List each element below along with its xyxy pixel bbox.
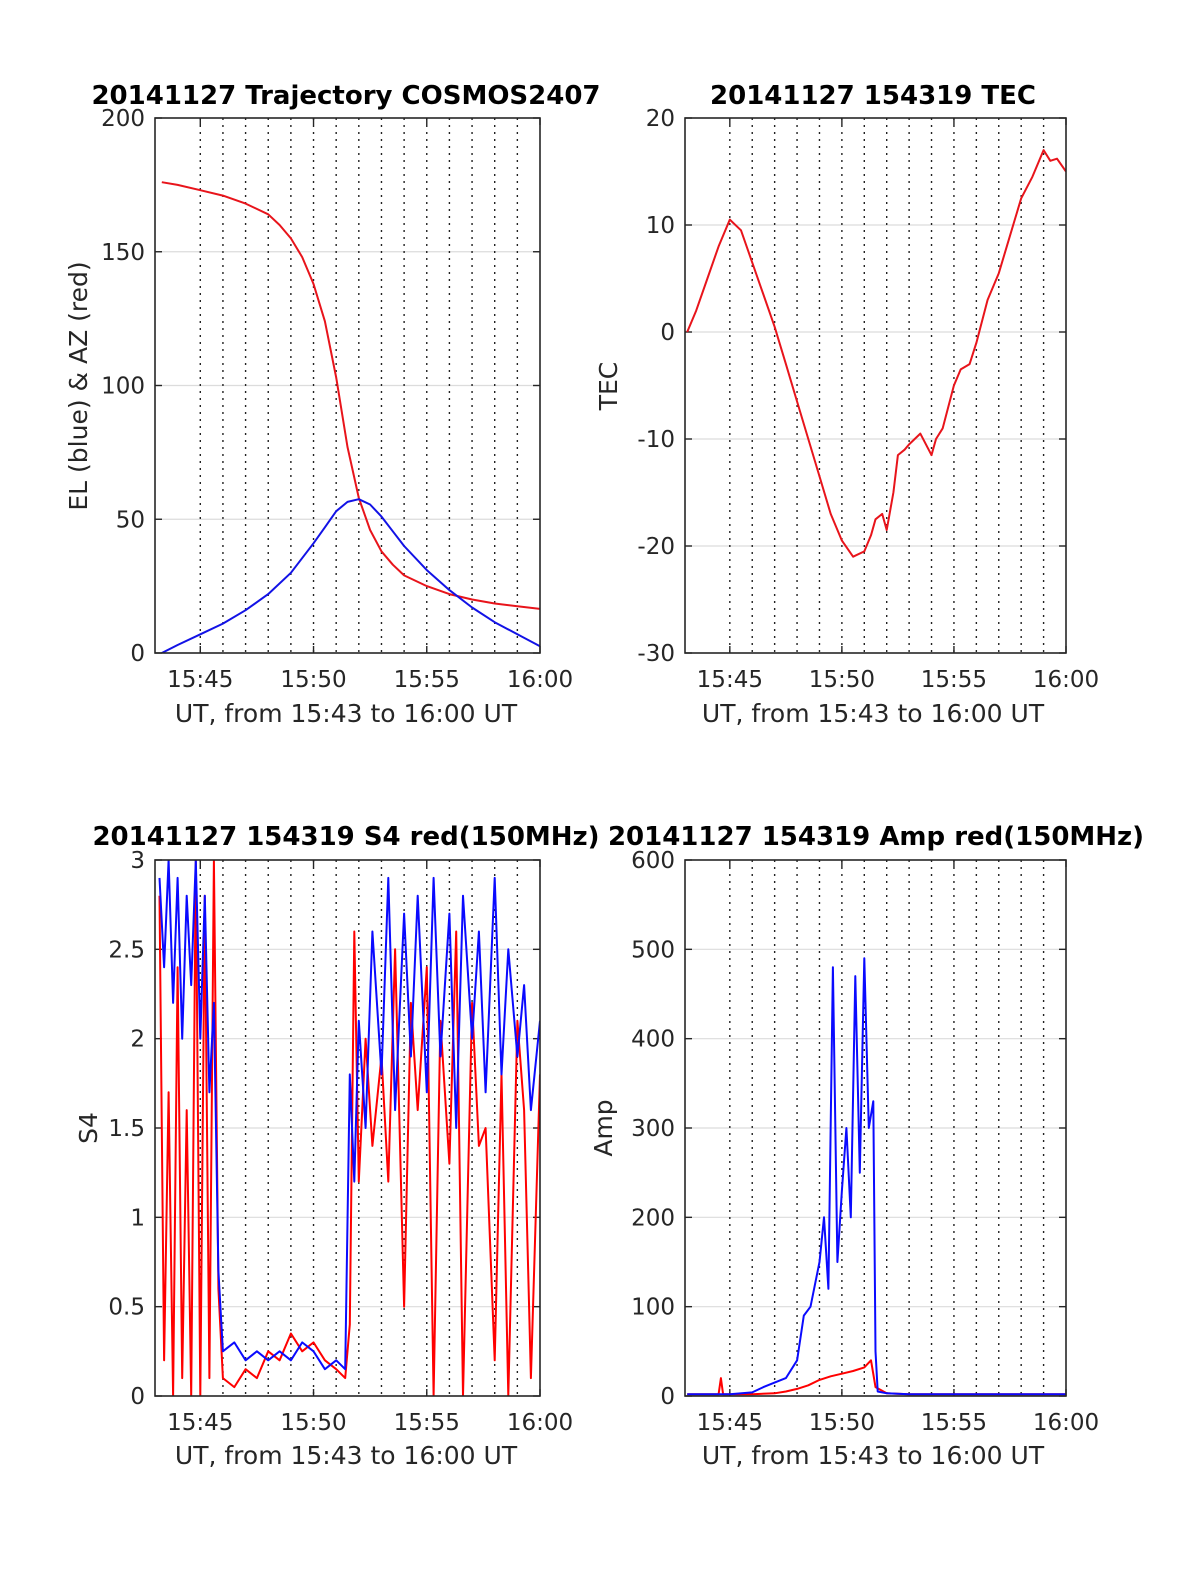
y-tick-label: -20 xyxy=(637,534,675,560)
plot-frame xyxy=(684,859,1067,1397)
x-axis-label: UT, from 15:43 to 16:00 UT xyxy=(175,699,518,728)
y-tick-label: 200 xyxy=(101,106,145,132)
series-line-0 xyxy=(686,149,1066,558)
x-axis-label: UT, from 15:43 to 16:00 UT xyxy=(702,699,1045,728)
y-tick-label: 300 xyxy=(631,1116,675,1142)
chart-title: 20141127 154319 S4 red(150MHz) xyxy=(92,822,599,852)
x-tick-label: 15:50 xyxy=(280,667,346,693)
x-tick-label: 15:50 xyxy=(280,1410,346,1436)
y-axis-label: S4 xyxy=(74,1112,103,1144)
x-tick-label: 15:45 xyxy=(167,1410,233,1436)
chart-title: 20141127 154319 Amp red(150MHz) xyxy=(608,822,1144,852)
plot-frame xyxy=(154,859,541,1397)
x-tick-label: 15:55 xyxy=(921,1410,987,1436)
y-tick-label: 0 xyxy=(660,1384,675,1410)
y-tick-label: 400 xyxy=(631,1027,675,1053)
series-line-1 xyxy=(687,957,1066,1396)
x-tick-label: 15:45 xyxy=(167,667,233,693)
plot-frame xyxy=(154,117,541,654)
chart-title: 20141127 Trajectory COSMOS2407 xyxy=(91,81,600,111)
trajectory-chart: 20141127 Trajectory COSMOS2407 UT, from … xyxy=(64,81,601,728)
x-axis-label: UT, from 15:43 to 16:00 UT xyxy=(175,1441,518,1470)
y-tick-label: 500 xyxy=(631,937,675,963)
y-axis-label: TEC xyxy=(594,362,623,412)
y-tick-label: 1 xyxy=(130,1205,145,1231)
s4-chart: 20141127 154319 S4 red(150MHz) UT, from … xyxy=(74,822,600,1470)
y-tick-label: -30 xyxy=(637,641,675,667)
series-line-0 xyxy=(158,860,540,1396)
series-line-1 xyxy=(161,498,540,653)
tec-chart: 20141127 154319 TEC UT, from 15:43 to 16… xyxy=(594,81,1099,728)
y-tick-label: 10 xyxy=(646,213,675,239)
y-tick-label: 50 xyxy=(116,507,145,533)
x-tick-label: 15:55 xyxy=(394,1410,460,1436)
y-tick-label: 100 xyxy=(631,1295,675,1321)
y-axis-label: EL (blue) & AZ (red) xyxy=(64,261,93,510)
y-tick-label: 0 xyxy=(130,1384,145,1410)
y-axis-label: Amp xyxy=(589,1099,618,1156)
x-tick-label: 16:00 xyxy=(1033,1410,1099,1436)
x-tick-label: 15:45 xyxy=(697,1410,763,1436)
y-tick-label: 0.5 xyxy=(108,1295,145,1321)
y-tick-label: 2.5 xyxy=(108,937,145,963)
y-tick-label: 200 xyxy=(631,1205,675,1231)
x-axis-label: UT, from 15:43 to 16:00 UT xyxy=(702,1441,1045,1470)
x-tick-label: 16:00 xyxy=(507,1410,573,1436)
plot-frame xyxy=(684,117,1067,654)
y-tick-label: 2 xyxy=(130,1027,145,1053)
x-tick-label: 15:50 xyxy=(809,1410,875,1436)
y-tick-label: 150 xyxy=(101,240,145,266)
y-tick-label: 20 xyxy=(646,106,675,132)
amp-chart: 20141127 154319 Amp red(150MHz) UT, from… xyxy=(589,822,1144,1470)
y-tick-label: 3 xyxy=(130,848,145,874)
x-tick-label: 15:45 xyxy=(697,667,763,693)
y-tick-label: 100 xyxy=(101,374,145,400)
x-tick-label: 16:00 xyxy=(1033,667,1099,693)
x-tick-label: 16:00 xyxy=(507,667,573,693)
x-tick-label: 15:50 xyxy=(809,667,875,693)
y-tick-label: -10 xyxy=(637,427,675,453)
y-tick-label: 1.5 xyxy=(108,1116,145,1142)
x-tick-label: 15:55 xyxy=(394,667,460,693)
x-tick-label: 15:55 xyxy=(921,667,987,693)
series-line-1 xyxy=(158,860,540,1371)
y-tick-label: 600 xyxy=(631,848,675,874)
y-tick-label: 0 xyxy=(130,641,145,667)
series-line-0 xyxy=(161,181,540,610)
chart-title: 20141127 154319 TEC xyxy=(710,81,1036,111)
y-tick-label: 0 xyxy=(660,320,675,346)
